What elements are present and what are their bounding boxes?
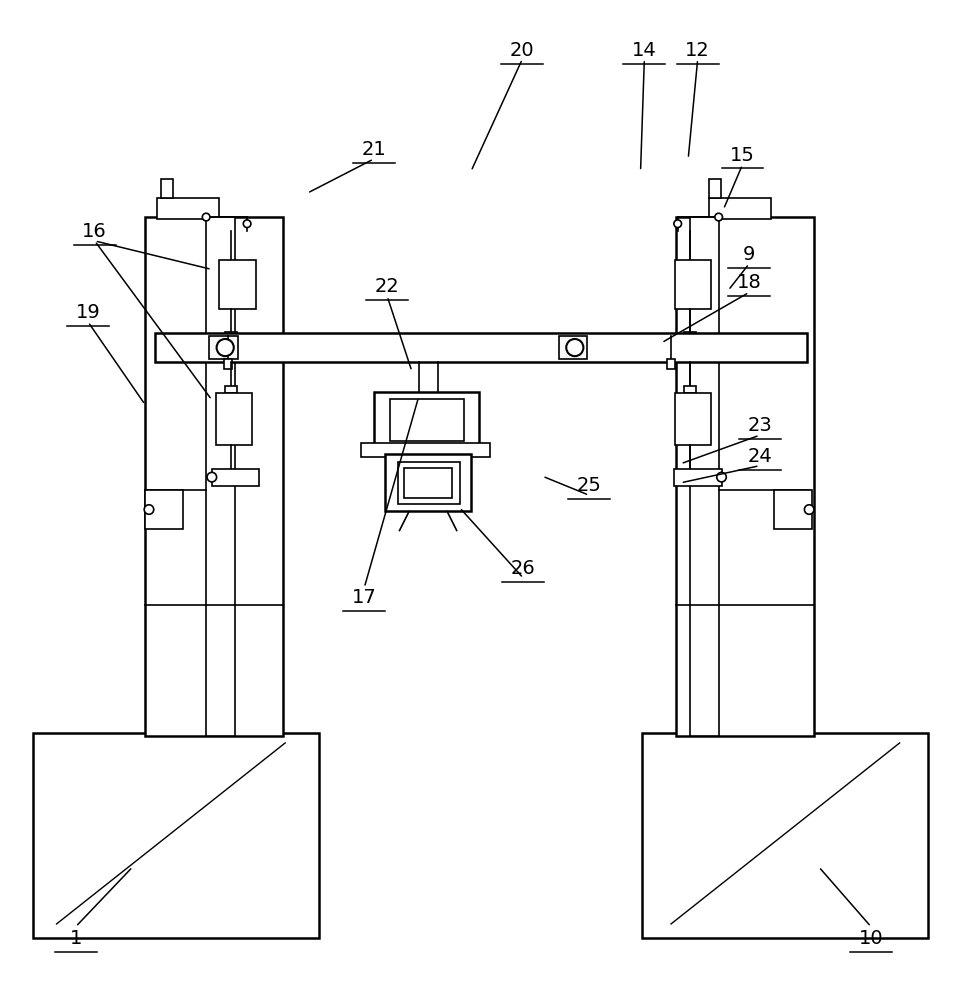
Bar [690,217,719,736]
Bar [155,333,807,362]
Bar [225,332,236,340]
Text: 16: 16 [83,222,107,241]
Bar [209,336,237,359]
Bar [161,179,173,198]
Bar [361,443,490,457]
Bar [385,454,471,511]
Bar [219,260,256,309]
Bar [225,386,236,393]
Bar [709,179,721,198]
Text: 14: 14 [632,41,656,60]
Circle shape [674,220,681,228]
Bar [145,490,184,529]
Bar [684,332,696,340]
Bar [206,217,234,736]
Bar [145,217,283,736]
Bar [667,359,675,369]
Text: 19: 19 [76,303,100,322]
Bar [676,217,814,736]
Bar [390,399,464,441]
Bar [675,260,711,309]
Circle shape [144,505,154,514]
Bar [558,336,587,359]
Circle shape [566,339,583,356]
Text: 23: 23 [748,416,772,435]
Circle shape [216,339,234,356]
Circle shape [804,505,814,514]
Circle shape [243,220,251,228]
Text: 20: 20 [510,41,534,60]
Bar [215,393,252,445]
Text: 15: 15 [730,146,755,165]
Text: 17: 17 [352,588,377,607]
Bar [405,468,452,498]
Text: 21: 21 [361,140,386,159]
Bar [374,392,479,448]
Bar [157,198,218,219]
Bar [674,469,722,486]
Bar [709,198,771,219]
Text: 25: 25 [577,476,602,495]
Bar [675,393,711,445]
Bar [33,733,318,938]
Text: 1: 1 [69,929,82,948]
Circle shape [207,472,216,482]
Text: 9: 9 [743,245,755,264]
Circle shape [203,213,209,221]
Text: 10: 10 [859,929,883,948]
Bar [224,359,232,369]
Circle shape [715,213,723,221]
Text: 18: 18 [737,273,761,292]
Bar [398,462,459,504]
Text: 26: 26 [511,559,535,578]
Text: 22: 22 [375,277,400,296]
Bar [684,386,696,393]
Text: 24: 24 [748,447,772,466]
Bar [211,469,259,486]
Bar [643,733,928,938]
Circle shape [717,472,727,482]
Text: 12: 12 [685,41,710,60]
Bar [774,490,812,529]
